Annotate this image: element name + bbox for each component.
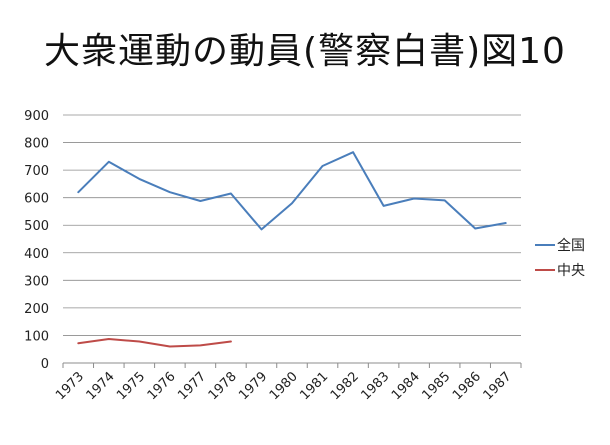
x-tick-label: 1987 [481, 369, 515, 403]
x-tick-label: 1973 [53, 369, 87, 403]
x-tick-label: 1978 [206, 369, 240, 403]
legend-label-2: 中央 [557, 263, 585, 279]
y-tick-label: 200 [24, 302, 49, 317]
axes: 0 100 200 300 400 500 600 700 800 900 197319741975… [24, 109, 522, 403]
legend-label-1: 全国 [557, 237, 585, 254]
series-lines [77, 151, 507, 348]
y-tick-label: 400 [24, 247, 49, 262]
x-tick-label: 1979 [236, 369, 270, 403]
y-tick-label: 600 [24, 192, 49, 207]
series-line-2 [77, 338, 232, 348]
y-tick-label: 300 [24, 274, 49, 289]
page-title: 大衆運動の動員(警察白書)図10 [44, 31, 566, 72]
x-tick-label: 1975 [114, 369, 148, 403]
x-tick-label: 1976 [145, 369, 179, 403]
x-tick-label: 1985 [419, 369, 453, 403]
x-tick-label: 1974 [84, 369, 118, 403]
y-tick-label: 700 [24, 164, 49, 179]
x-tick-label: 1986 [450, 369, 484, 403]
y-tick-label: 800 [24, 137, 49, 152]
x-tick-label: 1981 [297, 369, 331, 403]
y-tick-label: 500 [24, 219, 49, 234]
x-tick-label: 1984 [389, 369, 423, 403]
y-tick-label: 100 [24, 329, 49, 344]
x-tick-label: 1982 [328, 369, 362, 403]
gridlines [63, 114, 521, 336]
y-tick-label: 900 [24, 109, 49, 124]
y-tick-label: 0 [41, 357, 49, 372]
x-tick-label: 1983 [358, 369, 392, 403]
series-line-1 [77, 151, 507, 231]
x-tick-label: 1980 [267, 369, 301, 403]
x-tick-label: 1977 [175, 369, 209, 403]
